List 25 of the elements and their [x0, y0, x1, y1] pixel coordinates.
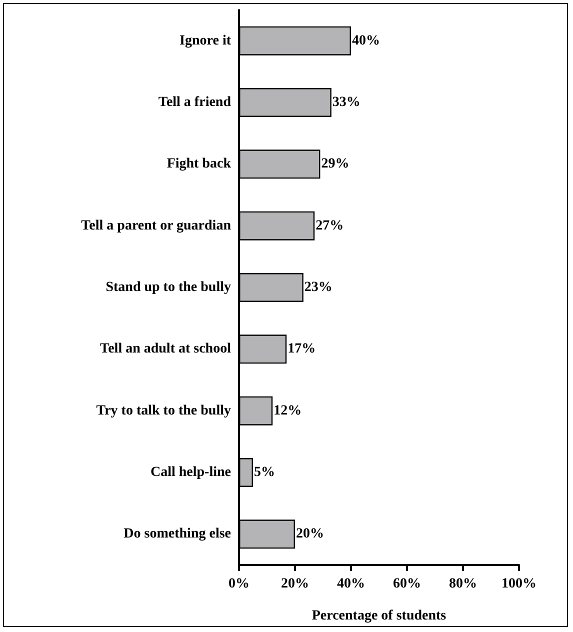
data-label: 29% — [321, 156, 350, 172]
y-tick-label: Try to talk to the bully — [96, 403, 231, 418]
data-label: 5% — [254, 465, 275, 480]
x-tick-label: 80% — [449, 576, 477, 592]
data-label: 12% — [274, 403, 302, 418]
data-label: 40% — [352, 33, 380, 48]
x-tick-label: 0% — [228, 576, 250, 592]
x-tick-label: 40% — [337, 576, 365, 592]
data-label: 17% — [288, 342, 316, 357]
x-axis-title: Percentage of students — [312, 608, 447, 624]
y-tick-label: Tell a parent or guardian — [81, 218, 232, 234]
y-tick-label: Fight back — [166, 156, 232, 172]
data-label: 20% — [296, 526, 324, 542]
data-label: 33% — [332, 95, 360, 110]
y-tick-label: Do something else — [124, 526, 231, 542]
data-label: 23% — [304, 280, 332, 295]
y-tick-label: Tell a friend — [158, 95, 232, 110]
y-tick-label: Tell an adult at school — [100, 342, 232, 357]
data-label: 27% — [316, 218, 344, 234]
x-tick-label: 60% — [393, 576, 421, 592]
y-tick-label: Call help-line — [150, 465, 231, 480]
x-tick-label: 100% — [502, 576, 536, 592]
y-tick-label: Stand up to the bully — [106, 280, 231, 295]
x-tick-label: 20% — [281, 576, 309, 592]
y-tick-label: Ignore it — [180, 33, 232, 48]
